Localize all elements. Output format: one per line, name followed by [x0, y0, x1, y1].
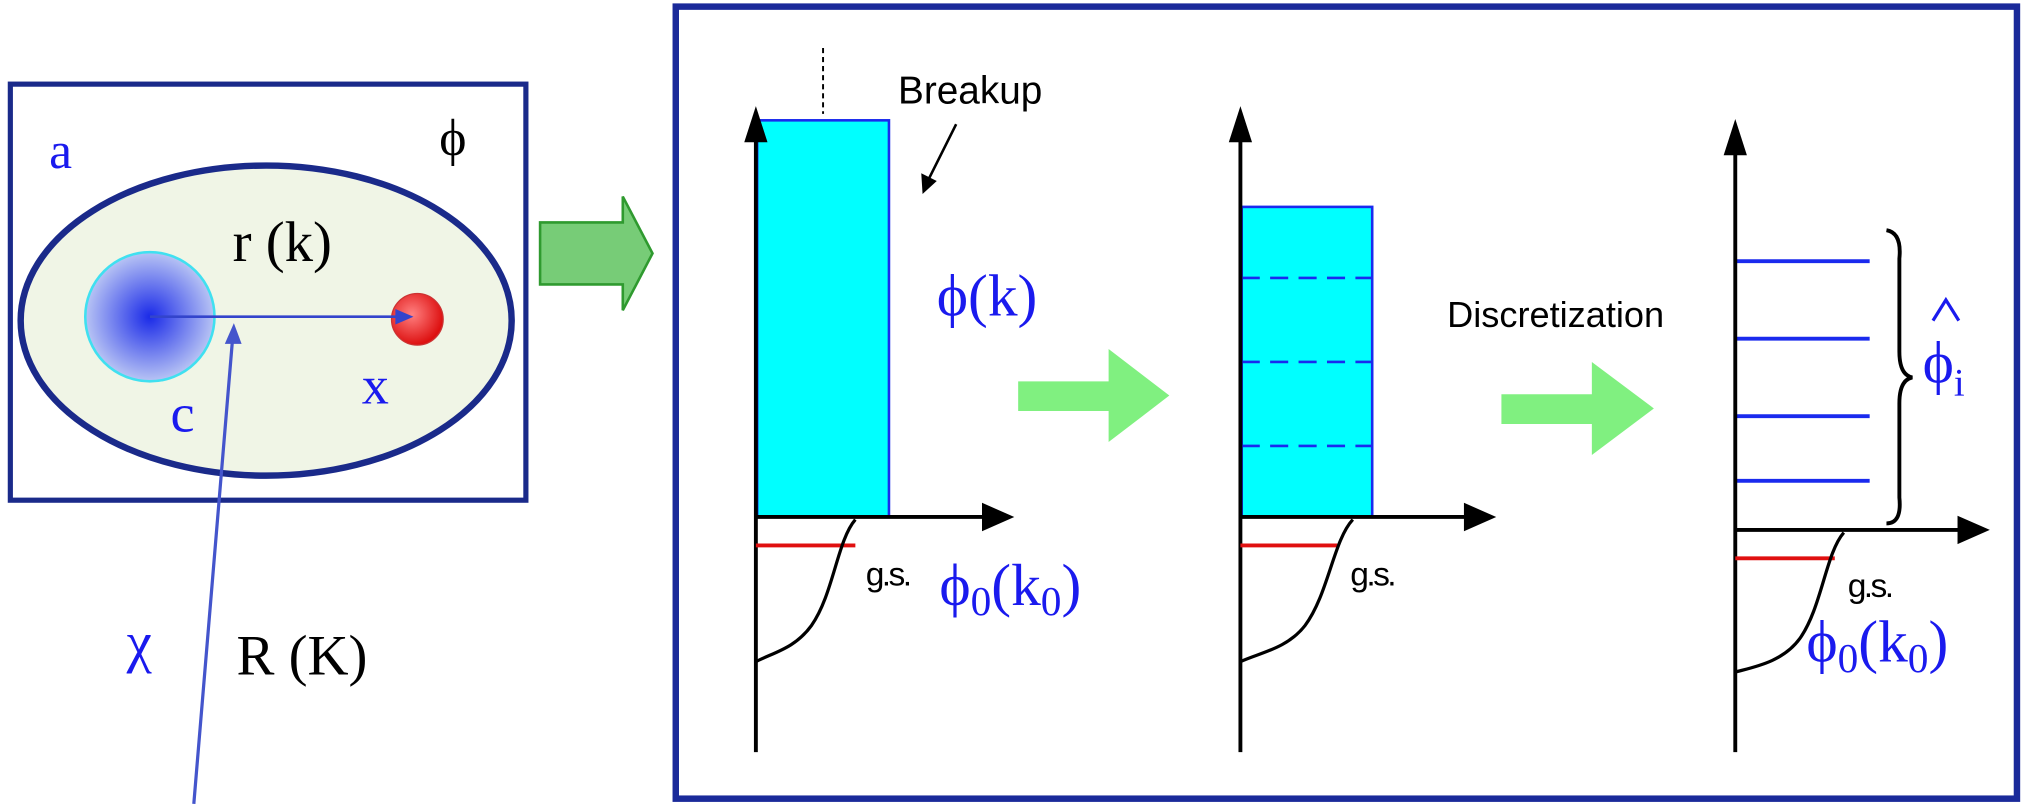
- sym: ϕ: [939, 552, 970, 618]
- sym: ϕ: [1923, 330, 1954, 396]
- label-x: x: [362, 355, 389, 415]
- sub: 0: [1908, 635, 1929, 681]
- sub: 0: [1838, 635, 1859, 681]
- label-a: a: [49, 123, 72, 180]
- continuum-box: [757, 120, 889, 517]
- phi-arg: (k): [968, 262, 1037, 328]
- green-arrow: [540, 197, 652, 311]
- sub: i: [1954, 362, 1965, 405]
- arg: (k: [991, 552, 1041, 618]
- label-c: c: [171, 384, 195, 444]
- phi-symbol: ϕ: [937, 262, 968, 328]
- label-r: r (k): [233, 211, 332, 274]
- paren: ): [1061, 552, 1081, 618]
- arg: (k: [1858, 609, 1908, 675]
- sub: 0: [1041, 578, 1062, 624]
- phi-k: ϕ(k): [937, 262, 1038, 328]
- gs-label: g.s.: [1350, 556, 1394, 593]
- paren: ): [1928, 609, 1948, 675]
- diagram: a ϕ r (k) x c χ R (K) Breakup ϕ(k) g.s. …: [0, 0, 2026, 804]
- label-R: R (K): [236, 625, 367, 688]
- gs-label: g.s.: [866, 556, 910, 593]
- discretization-label: Discretization: [1447, 294, 1664, 335]
- sym: ϕ: [1806, 609, 1837, 675]
- label-chi: χ: [126, 612, 152, 675]
- label-phi: ϕ: [439, 110, 466, 167]
- gs-label: g.s.: [1848, 568, 1892, 605]
- page: a ϕ r (k) x c χ R (K) Breakup ϕ(k) g.s. …: [0, 0, 2026, 804]
- breakup-label: Breakup: [898, 70, 1042, 113]
- sub: 0: [971, 578, 992, 624]
